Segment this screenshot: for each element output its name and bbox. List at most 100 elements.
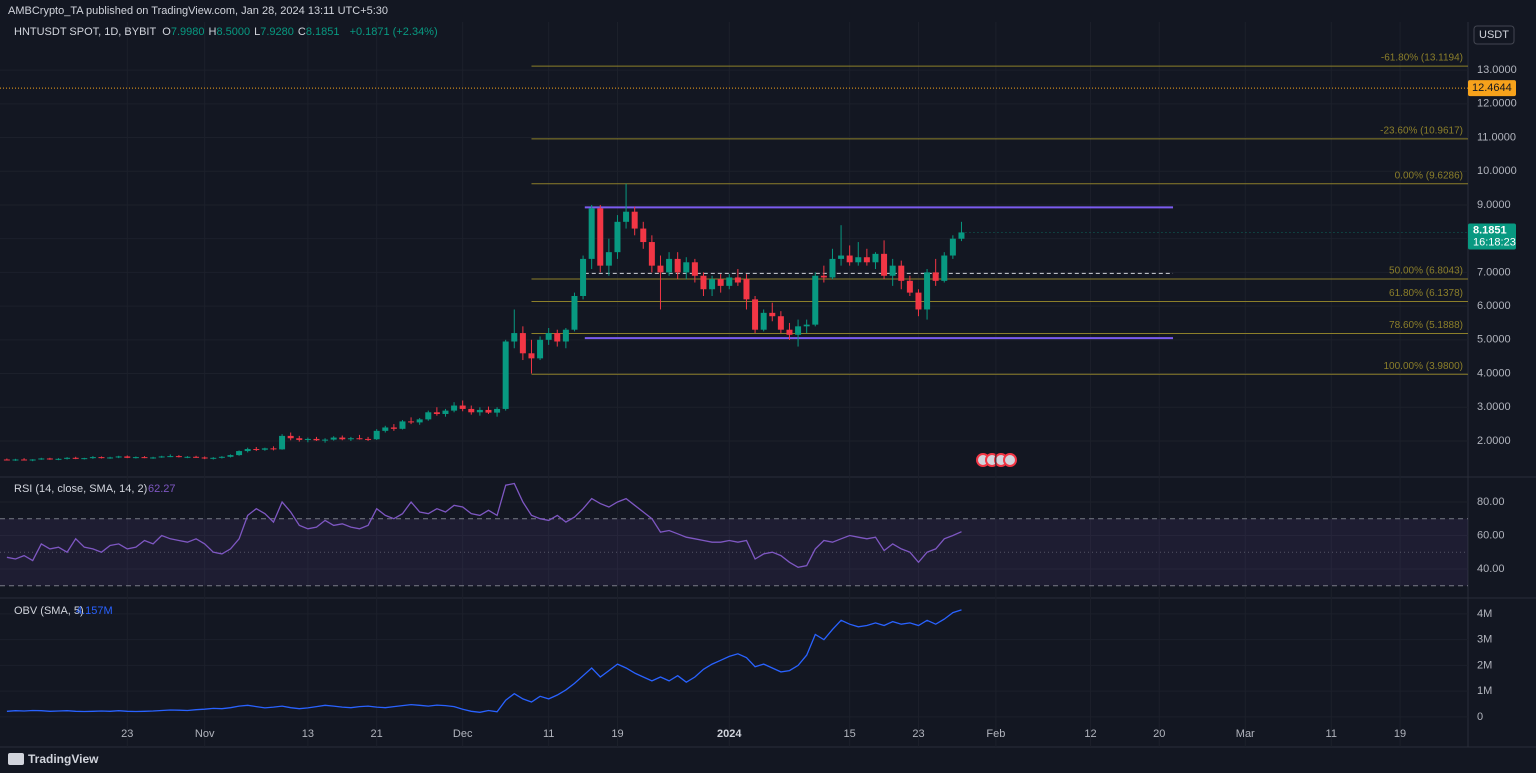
candle-body [382, 427, 389, 431]
candle-body [3, 459, 10, 461]
x-tick-label: 19 [611, 728, 623, 740]
candle-body [623, 211, 630, 222]
candle-body [12, 459, 19, 461]
candle-body [158, 456, 165, 458]
legend-value: 7.9980 [170, 26, 205, 38]
x-tick-label: Mar [1236, 728, 1255, 740]
pane-title: OBV (SMA, 5) [14, 605, 84, 617]
candle-body [726, 277, 733, 286]
candle-body [958, 232, 965, 239]
candle-body [141, 457, 148, 459]
y-tick-label: 0 [1477, 711, 1483, 723]
candle-body [605, 252, 612, 266]
candle-body [846, 255, 853, 263]
fib-label: 0.00% (9.6286) [1395, 170, 1463, 181]
candle-body [855, 257, 862, 263]
y-tick-label: 60.00 [1477, 529, 1505, 541]
candle-body [210, 457, 217, 459]
candle-body [55, 458, 62, 460]
currency-button[interactable] [1473, 25, 1515, 45]
candle-body [597, 208, 604, 266]
logo-text: TradingView [28, 752, 99, 766]
candle-body [399, 421, 406, 429]
candle-body [270, 448, 277, 450]
fib-label: -23.60% (10.9617) [1380, 125, 1463, 136]
candle-body [425, 412, 432, 420]
candle-body [124, 456, 131, 458]
candle-body [21, 459, 28, 461]
last-price-tag [1468, 223, 1516, 250]
price-line-label: 12.4644 [1472, 82, 1512, 94]
candle-body [253, 449, 260, 451]
x-tick-label: 20 [1153, 728, 1165, 740]
x-tick-label: 23 [121, 728, 133, 740]
grid [0, 22, 1468, 747]
candle-body [167, 456, 174, 458]
candle-body [132, 457, 139, 459]
candle-body [494, 408, 501, 413]
x-tick-label: 13 [302, 728, 314, 740]
candle-body [588, 208, 595, 259]
candle-body [347, 438, 354, 440]
candle-body [838, 255, 845, 259]
header-bar [0, 0, 1536, 22]
candle-body [545, 333, 552, 340]
candle-body [734, 277, 741, 283]
candle-body [485, 409, 492, 413]
candle-body [666, 258, 673, 273]
y-tick-label: 2.0000 [1477, 435, 1511, 447]
candle-body [803, 324, 810, 327]
y-tick-label: 7.0000 [1477, 266, 1511, 278]
candle-body [46, 458, 53, 460]
candle-body [150, 457, 157, 459]
candle-body [442, 410, 449, 414]
x-tick-label: Nov [195, 728, 215, 740]
x-tick-label: Feb [986, 728, 1005, 740]
x-tick-label: 2024 [717, 728, 742, 740]
price-line-tag [1468, 80, 1516, 97]
candle-body [700, 275, 707, 290]
candle-body [717, 279, 724, 286]
candle-body [760, 312, 767, 330]
candle-body [829, 258, 836, 278]
change: +0.1871 (+2.34%) [349, 26, 438, 38]
flag-icon[interactable] [1003, 453, 1017, 467]
candle-body [89, 457, 96, 459]
logo: TradingView [8, 752, 99, 766]
candle-body [38, 458, 45, 460]
y-tick-label: 40.00 [1477, 563, 1505, 575]
legend-key: H [208, 26, 217, 38]
legend-value: 8.5000 [216, 26, 251, 38]
candle-body [554, 333, 561, 342]
candle-body [631, 211, 638, 229]
x-tick-label: 12 [1084, 728, 1096, 740]
candle-body [330, 437, 337, 440]
indicator-value: 62.27 [148, 483, 176, 495]
symbol-title: HNTUSDT SPOT, 1D, BYBIT [14, 26, 157, 38]
candle-body [941, 255, 948, 281]
candle-body [408, 421, 415, 423]
candle-body [227, 455, 234, 457]
candle-body [812, 275, 819, 325]
event-flags [976, 453, 1017, 467]
candle-body [691, 262, 698, 276]
candle-body [743, 279, 750, 300]
candle-body [459, 405, 466, 409]
y-tick-label: 3.0000 [1477, 401, 1511, 413]
candle-body [175, 456, 182, 458]
candle-body [98, 457, 105, 459]
candle-body [236, 451, 243, 456]
currency[interactable]: USDT [1479, 29, 1509, 41]
candle-body [193, 456, 200, 458]
candle-body [416, 419, 423, 423]
ohlc-legend: O7.9980 H8.5000 L7.9280 C8.1851 [162, 26, 343, 38]
x-tick-label: 11 [543, 728, 554, 740]
candle-body [562, 329, 569, 342]
candle-body [924, 272, 931, 310]
indicator-value: 4.157M [76, 605, 113, 617]
x-tick-label: 11 [1326, 728, 1337, 740]
fib-label: 50.00% (6.8043) [1389, 266, 1463, 277]
indicator-line [6, 482, 962, 568]
